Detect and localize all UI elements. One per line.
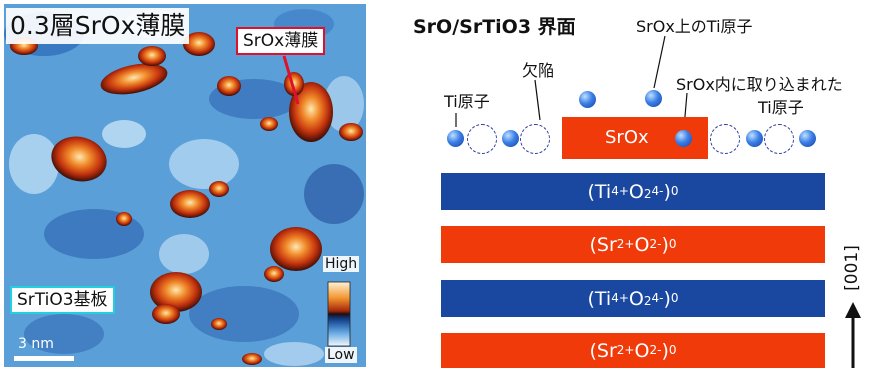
srox-block-label: SrOx (605, 127, 649, 148)
colorbar-high-label: High (323, 256, 360, 272)
layer-sr-o: (Sr 2+ O 2-) 0 (441, 333, 825, 368)
direction-label: [001] (842, 245, 862, 291)
ti-atom-icon (447, 130, 464, 147)
label-ti-in-srox: SrOx内に取り込まれた (676, 75, 843, 94)
right-title: SrO/SrTiO3 界面 (413, 16, 576, 38)
layer-ti-o2: (Ti 4+ O 2 4-) 0 (441, 280, 825, 317)
left-title: 0.3層SrOx薄膜 (6, 8, 190, 44)
substrate-label: SrTiO3基板 (10, 286, 115, 314)
film-label-pointer (282, 55, 300, 105)
ti-atom-icon (579, 91, 596, 108)
label-ti-on-srox: SrOx上のTi原子 (636, 17, 753, 36)
vacancy-icon (764, 124, 794, 154)
ti-atom-icon (502, 130, 519, 147)
label-ti-in-srox-2: Ti原子 (758, 98, 804, 117)
label-vacancy: 欠陥 (522, 61, 555, 80)
colorbar-low-label: Low (325, 347, 357, 363)
srox-islands (10, 32, 363, 365)
vacancy-icon (520, 124, 550, 154)
ti-atom-icon (645, 90, 662, 107)
vacancy-icon (710, 124, 740, 154)
scale-bar-label: 3 nm (18, 336, 54, 352)
colorbar (327, 281, 351, 347)
scale-bar (14, 356, 74, 361)
layer-ti-o2: (Ti 4+ O 2 4-) 0 (441, 173, 825, 210)
direction-arrow-icon (845, 302, 861, 368)
vacancy-icon (467, 124, 497, 154)
film-label: SrOx薄膜 (236, 27, 326, 55)
label-ti-atom: Ti原子 (444, 92, 490, 111)
ti-atom-icon (799, 130, 816, 147)
ti-atom-icon (746, 130, 763, 147)
ti-atom-icon (675, 130, 692, 147)
layer-sr-o: (Sr 2+ O 2-) 0 (441, 226, 825, 263)
